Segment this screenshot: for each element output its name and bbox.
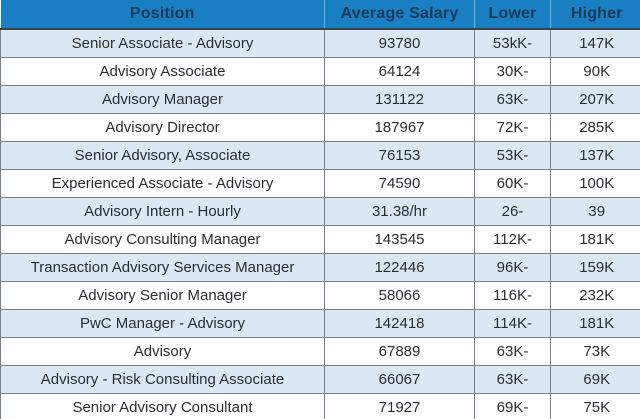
average-salary-cell: 71927	[324, 393, 475, 419]
higher-cell: 207K	[550, 85, 640, 114]
table-row: Advisory Consulting Manager 143545 112K-…	[0, 225, 640, 254]
average-salary-cell: 66067	[324, 365, 475, 394]
column-header-higher: Higher	[550, 0, 640, 30]
average-salary-cell: 143545	[324, 225, 475, 254]
average-salary-cell: 76153	[324, 141, 475, 170]
higher-cell: 75K	[550, 393, 640, 419]
higher-cell: 137K	[550, 141, 640, 170]
position-cell: Senior Advisory Consultant	[0, 393, 325, 419]
position-cell: Transaction Advisory Services Manager	[0, 253, 325, 282]
average-salary-cell: 187967	[324, 113, 475, 142]
average-salary-cell: 64124	[324, 57, 475, 86]
lower-cell: 30K-	[474, 57, 551, 86]
lower-cell: 60K-	[474, 169, 551, 198]
position-cell: Advisory Manager	[0, 85, 325, 114]
average-salary-cell: 142418	[324, 309, 475, 338]
lower-cell: 63K-	[474, 337, 551, 366]
lower-cell: 96K-	[474, 253, 551, 282]
position-cell: PwC Manager - Advisory	[0, 309, 325, 338]
table-row: Senior Associate - Advisory 93780 53kK- …	[0, 29, 640, 58]
table-header: Position Average Salary Lower Higher	[0, 0, 640, 30]
average-salary-cell: 74590	[324, 169, 475, 198]
higher-cell: 147K	[550, 29, 640, 58]
position-cell: Advisory Consulting Manager	[0, 225, 325, 254]
position-cell: Advisory	[0, 337, 325, 366]
higher-cell: 69K	[550, 365, 640, 394]
position-cell: Advisory Director	[0, 113, 325, 142]
average-salary-cell: 31.38/hr	[324, 197, 475, 226]
position-cell: Advisory Associate	[0, 57, 325, 86]
lower-cell: 114K-	[474, 309, 551, 338]
higher-cell: 73K	[550, 337, 640, 366]
position-cell: Advisory Senior Manager	[0, 281, 325, 310]
table-row: Advisory - Risk Consulting Associate 660…	[0, 365, 640, 394]
lower-cell: 63K-	[474, 85, 551, 114]
higher-cell: 90K	[550, 57, 640, 86]
lower-cell: 69K-	[474, 393, 551, 419]
higher-cell: 100K	[550, 169, 640, 198]
column-header-average-salary: Average Salary	[324, 0, 475, 30]
average-salary-cell: 122446	[324, 253, 475, 282]
table-row: Advisory Manager 131122 63K- 207K	[0, 85, 640, 114]
table-row: Advisory Associate 64124 30K- 90K	[0, 57, 640, 86]
table-row: Transaction Advisory Services Manager 12…	[0, 253, 640, 282]
average-salary-cell: 93780	[324, 29, 475, 58]
table-row: Advisory Intern - Hourly 31.38/hr 26- 39	[0, 197, 640, 226]
table-row: PwC Manager - Advisory 142418 114K- 181K	[0, 309, 640, 338]
lower-cell: 63K-	[474, 365, 551, 394]
header-row: Position Average Salary Lower Higher	[0, 0, 640, 30]
position-cell: Senior Associate - Advisory	[0, 29, 325, 58]
column-header-position: Position	[0, 0, 325, 30]
higher-cell: 181K	[550, 225, 640, 254]
lower-cell: 112K-	[474, 225, 551, 254]
table-row: Senior Advisory Consultant 71927 69K- 75…	[0, 393, 640, 419]
table-row: Advisory Director 187967 72K- 285K	[0, 113, 640, 142]
higher-cell: 39	[550, 197, 640, 226]
table-body: Senior Associate - Advisory 93780 53kK- …	[0, 29, 640, 419]
average-salary-cell: 67889	[324, 337, 475, 366]
higher-cell: 232K	[550, 281, 640, 310]
lower-cell: 26-	[474, 197, 551, 226]
higher-cell: 285K	[550, 113, 640, 142]
table-row: Senior Advisory, Associate 76153 53K- 13…	[0, 141, 640, 170]
position-cell: Senior Advisory, Associate	[0, 141, 325, 170]
average-salary-cell: 58066	[324, 281, 475, 310]
higher-cell: 159K	[550, 253, 640, 282]
position-cell: Advisory - Risk Consulting Associate	[0, 365, 325, 394]
position-cell: Advisory Intern - Hourly	[0, 197, 325, 226]
higher-cell: 181K	[550, 309, 640, 338]
lower-cell: 72K-	[474, 113, 551, 142]
table-row: Advisory Senior Manager 58066 116K- 232K	[0, 281, 640, 310]
lower-cell: 53K-	[474, 141, 551, 170]
column-header-lower: Lower	[474, 0, 551, 30]
position-cell: Experienced Associate - Advisory	[0, 169, 325, 198]
lower-cell: 53kK-	[474, 29, 551, 58]
table-row: Experienced Associate - Advisory 74590 6…	[0, 169, 640, 198]
average-salary-cell: 131122	[324, 85, 475, 114]
lower-cell: 116K-	[474, 281, 551, 310]
table-row: Advisory 67889 63K- 73K	[0, 337, 640, 366]
